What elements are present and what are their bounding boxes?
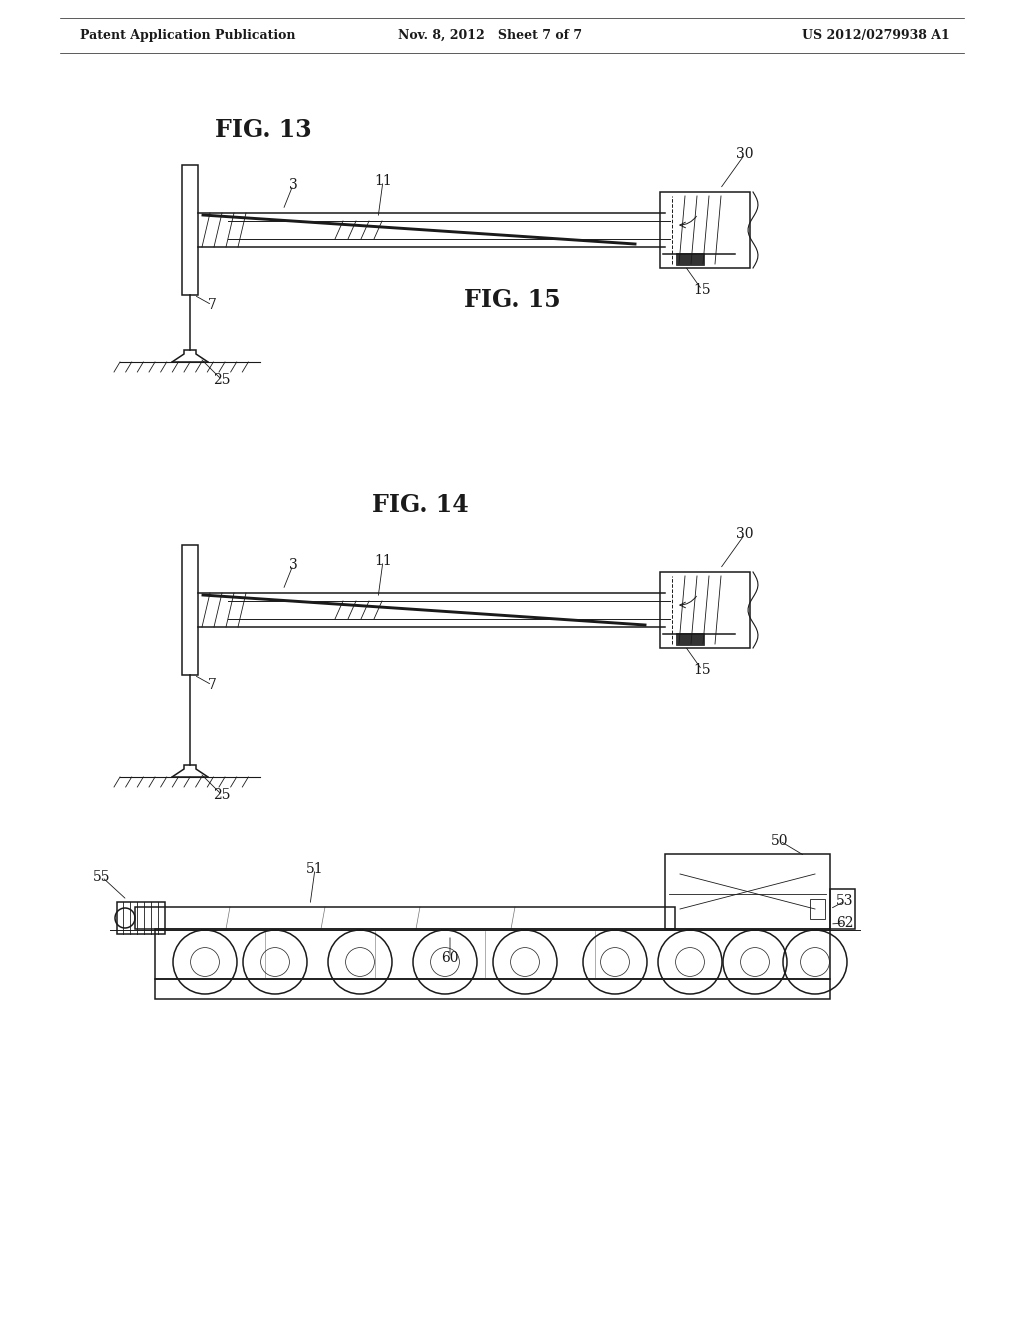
Text: 11: 11: [374, 174, 392, 187]
Bar: [665, 854, 830, 929]
Text: 62: 62: [837, 916, 854, 931]
Text: 51: 51: [306, 862, 324, 876]
Bar: [660, 572, 750, 648]
Bar: [155, 929, 830, 979]
Text: FIG. 15: FIG. 15: [464, 288, 560, 312]
Text: 30: 30: [736, 147, 754, 161]
Text: 30: 30: [736, 527, 754, 541]
Bar: [676, 253, 705, 265]
Text: 15: 15: [693, 282, 711, 297]
Text: Nov. 8, 2012   Sheet 7 of 7: Nov. 8, 2012 Sheet 7 of 7: [398, 29, 582, 41]
Bar: [830, 888, 855, 929]
Text: 15: 15: [693, 663, 711, 677]
Text: 25: 25: [213, 374, 230, 387]
Text: 55: 55: [93, 870, 111, 884]
Text: FIG. 14: FIG. 14: [372, 492, 468, 517]
Bar: [135, 907, 675, 929]
Text: US 2012/0279938 A1: US 2012/0279938 A1: [802, 29, 950, 41]
Bar: [117, 902, 165, 935]
Bar: [155, 979, 830, 999]
Text: 53: 53: [837, 894, 854, 908]
Text: 60: 60: [441, 950, 459, 965]
Text: 3: 3: [289, 178, 297, 191]
Text: Patent Application Publication: Patent Application Publication: [80, 29, 296, 41]
Text: 11: 11: [374, 554, 392, 568]
Bar: [182, 165, 198, 294]
Text: 7: 7: [208, 678, 216, 692]
Bar: [182, 545, 198, 675]
Text: FIG. 13: FIG. 13: [215, 117, 311, 143]
Bar: [810, 899, 825, 919]
Bar: [676, 634, 705, 645]
Text: 3: 3: [289, 558, 297, 572]
Text: 7: 7: [208, 298, 216, 312]
Text: 50: 50: [771, 834, 788, 847]
Text: 25: 25: [213, 788, 230, 803]
Bar: [660, 191, 750, 268]
